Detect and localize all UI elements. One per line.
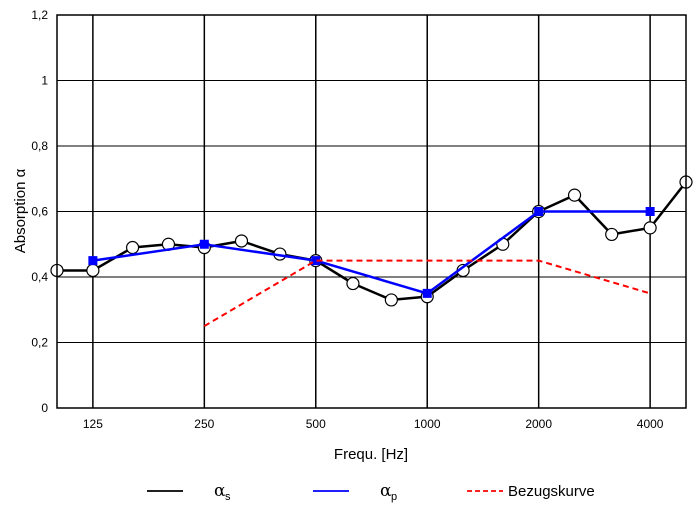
- legend-label: α: [214, 481, 226, 501]
- series-line: [57, 181, 687, 302]
- y-tick-label: 1,2: [31, 8, 48, 22]
- tick-labels: 0 0,2 0,4 0,6 0,8 1 1,2 125 250 500 1000 2000 4000: [31, 8, 663, 431]
- data-point: [199, 239, 209, 249]
- y-tick-label: 0,2: [31, 336, 48, 350]
- x-axis-label: Frequ. [Hz]: [334, 446, 408, 463]
- data-point: [125, 240, 140, 255]
- x-tick-label: 125: [83, 417, 103, 431]
- data-point: [567, 188, 582, 202]
- y-tick-label: 0,4: [31, 270, 48, 284]
- plot-frame: [56, 14, 687, 409]
- series-line: [203, 259, 651, 327]
- x-tick-label: 4000: [637, 417, 664, 431]
- legend-label-subscript: p: [391, 491, 397, 503]
- data-point: [86, 263, 100, 278]
- x-tick-label: 250: [194, 417, 214, 431]
- y-tick-label: 0: [41, 401, 48, 415]
- data-point: [384, 293, 398, 307]
- legend-label: α: [380, 481, 392, 501]
- series-Bezugskurve: [203, 259, 651, 327]
- series-αp: [88, 207, 655, 298]
- grid: [57, 15, 686, 408]
- x-tick-label: 2000: [525, 417, 552, 431]
- legend: α s α p Bezugskurve: [147, 481, 595, 503]
- data-point: [605, 227, 619, 242]
- y-tick-label: 0,8: [31, 139, 48, 153]
- data-point: [643, 221, 657, 235]
- x-tick-label: 500: [306, 417, 326, 431]
- legend-label-subscript: s: [225, 491, 231, 503]
- y-tick-label: 1: [41, 74, 48, 88]
- series-layer: [50, 175, 693, 327]
- data-point: [234, 234, 249, 248]
- data-point: [534, 207, 544, 216]
- legend-label: Bezugskurve: [508, 483, 595, 500]
- data-point: [422, 288, 432, 298]
- data-point: [346, 276, 360, 291]
- data-point: [88, 256, 98, 266]
- data-point: [645, 207, 655, 216]
- legend-item: Bezugskurve: [467, 483, 595, 500]
- series-line: [92, 210, 651, 295]
- series-αs: [50, 175, 693, 307]
- x-tick-label: 1000: [414, 417, 441, 431]
- data-point: [311, 256, 321, 266]
- y-tick-label: 0,6: [31, 205, 48, 219]
- y-axis-label: Absorption α: [12, 168, 29, 253]
